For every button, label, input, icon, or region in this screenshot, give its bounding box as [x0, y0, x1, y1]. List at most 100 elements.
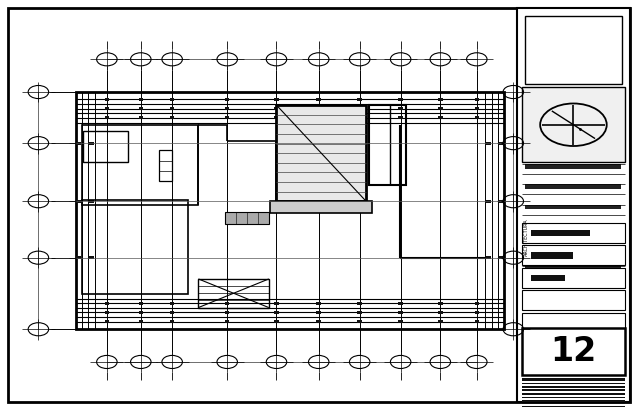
Bar	[398, 116, 403, 119]
Bar	[275, 116, 279, 119]
Bar	[398, 321, 403, 323]
Bar	[139, 116, 143, 119]
Bar	[159, 150, 172, 181]
Bar	[358, 302, 362, 305]
Bar	[522, 87, 625, 162]
Bar	[525, 245, 621, 250]
Bar	[522, 400, 625, 402]
Bar	[317, 302, 321, 305]
Bar	[486, 256, 491, 259]
Bar	[522, 406, 625, 407]
Bar	[89, 200, 93, 202]
Bar	[82, 200, 188, 294]
Bar	[517, 8, 630, 402]
Bar	[317, 108, 321, 110]
Bar	[89, 142, 93, 144]
Bar	[317, 311, 321, 314]
Bar	[225, 311, 230, 314]
Bar	[522, 378, 625, 381]
Bar	[398, 311, 403, 314]
Bar	[522, 268, 625, 288]
Bar	[275, 98, 279, 101]
Bar	[475, 302, 479, 305]
Bar	[139, 98, 143, 101]
Bar	[170, 311, 175, 314]
Bar	[225, 321, 230, 323]
Bar	[499, 200, 504, 202]
Bar	[105, 108, 109, 110]
Bar	[77, 200, 81, 202]
Bar	[522, 393, 625, 395]
Bar	[317, 116, 321, 119]
Bar	[438, 116, 443, 119]
Bar	[475, 116, 479, 119]
Bar	[522, 313, 625, 333]
Bar	[76, 92, 504, 329]
Bar	[317, 321, 321, 323]
Bar	[358, 116, 362, 119]
Bar	[225, 302, 230, 305]
Bar	[522, 245, 625, 265]
Bar	[525, 184, 621, 189]
Bar	[170, 321, 175, 323]
Bar	[525, 164, 621, 169]
Bar	[525, 225, 621, 230]
Bar	[475, 321, 479, 323]
Bar	[398, 302, 403, 305]
Bar	[358, 321, 362, 323]
Bar	[369, 105, 406, 185]
Bar	[522, 328, 625, 375]
Bar	[525, 266, 621, 271]
Bar	[82, 125, 198, 204]
Bar	[531, 275, 564, 281]
Bar	[475, 311, 479, 314]
Bar	[475, 98, 479, 101]
Bar	[83, 131, 128, 162]
Bar	[105, 321, 109, 323]
Bar	[139, 108, 143, 110]
Bar	[522, 386, 625, 388]
Bar	[105, 98, 109, 101]
Bar	[105, 116, 109, 119]
Bar	[486, 142, 491, 144]
Bar	[522, 383, 625, 384]
Bar	[438, 321, 443, 323]
Bar	[522, 389, 625, 391]
Bar	[105, 311, 109, 314]
Bar	[105, 302, 109, 305]
Bar	[139, 321, 143, 323]
Bar	[358, 311, 362, 314]
Bar	[499, 256, 504, 259]
Bar	[499, 142, 504, 144]
Text: ARCHITECTURA: ARCHITECTURA	[524, 218, 529, 256]
Bar	[225, 116, 230, 119]
Bar	[358, 108, 362, 110]
Bar	[225, 108, 230, 110]
Bar	[531, 252, 573, 259]
Bar	[198, 279, 269, 308]
Bar	[522, 403, 625, 404]
Bar	[77, 142, 81, 144]
Bar	[276, 105, 366, 201]
Bar	[522, 223, 625, 243]
Bar	[275, 311, 279, 314]
Bar	[270, 201, 372, 213]
Bar	[170, 108, 175, 110]
Bar	[525, 204, 621, 209]
Bar	[475, 108, 479, 110]
Bar	[486, 200, 491, 202]
Bar	[170, 302, 175, 305]
Bar	[398, 108, 403, 110]
Bar	[77, 256, 81, 259]
Bar	[522, 290, 625, 310]
Bar	[225, 98, 230, 101]
Bar	[358, 98, 362, 101]
Bar	[438, 98, 443, 101]
Bar	[317, 98, 321, 101]
Bar	[170, 98, 175, 101]
Bar	[275, 108, 279, 110]
Bar	[275, 302, 279, 305]
Bar	[89, 256, 93, 259]
Bar	[139, 311, 143, 314]
Bar	[438, 302, 443, 305]
